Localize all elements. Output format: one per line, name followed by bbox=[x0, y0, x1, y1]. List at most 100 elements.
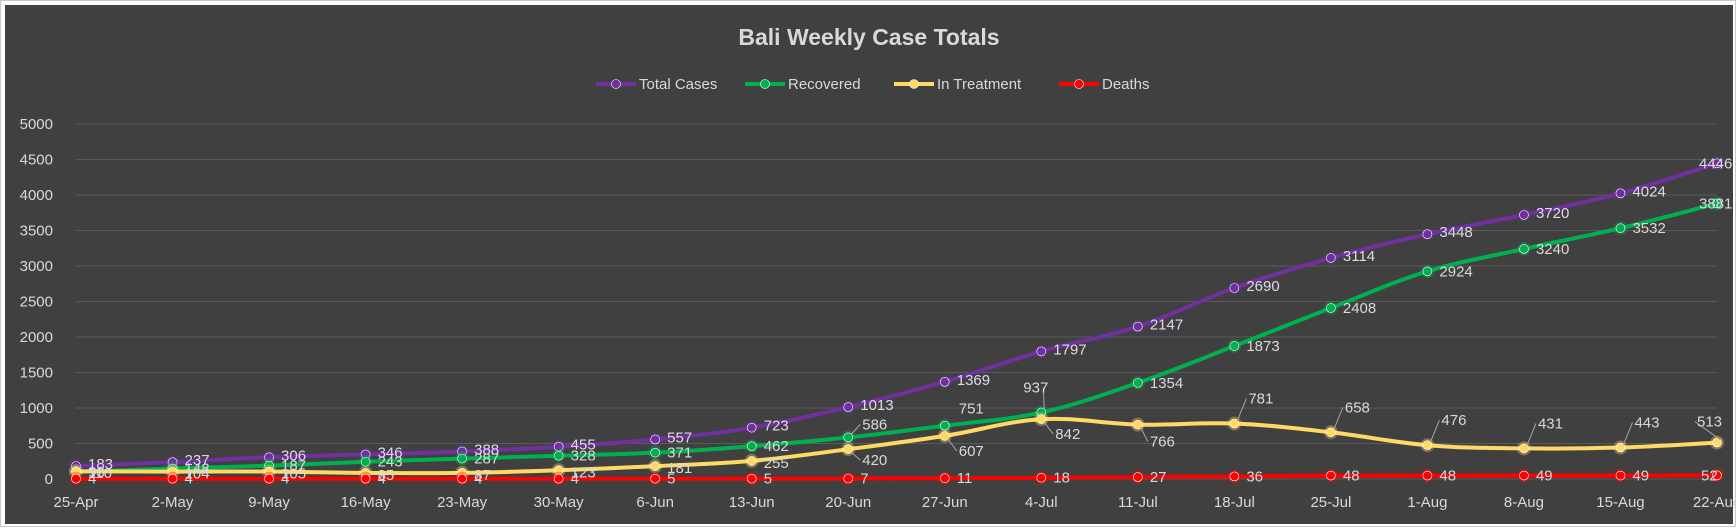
legend-swatch-marker-total-cases bbox=[611, 79, 621, 89]
leader-line bbox=[850, 451, 861, 461]
data-point-in-treatment bbox=[1615, 442, 1626, 453]
data-label-deaths: 5 bbox=[764, 471, 772, 488]
data-label-total-cases: 388 bbox=[474, 441, 499, 458]
data-point-in-treatment bbox=[1326, 427, 1336, 438]
data-label-in-treatment: 110 bbox=[88, 465, 112, 482]
data-point-recovered bbox=[746, 441, 757, 451]
data-label-in-treatment: 607 bbox=[959, 443, 984, 460]
data-label-in-treatment: 85 bbox=[378, 467, 395, 484]
data-label-total-cases: 4024 bbox=[1632, 183, 1665, 200]
data-label-total-cases: 306 bbox=[281, 447, 306, 464]
data-label-recovered: 1873 bbox=[1246, 338, 1279, 355]
data-label-in-treatment: 104 bbox=[185, 466, 210, 483]
x-tick-label: 15-Aug bbox=[1596, 494, 1644, 511]
leader-line bbox=[1333, 407, 1344, 430]
data-label-in-treatment: 181 bbox=[667, 460, 692, 477]
data-label-recovered: 2924 bbox=[1439, 263, 1472, 280]
x-tick-label: 6-Jun bbox=[636, 494, 674, 511]
data-label-deaths: 4 bbox=[571, 471, 579, 488]
legend-label-total-cases: Total Cases bbox=[639, 76, 717, 93]
data-point-deaths bbox=[1036, 472, 1047, 483]
data-point-deaths bbox=[1229, 471, 1240, 482]
data-point-total-cases bbox=[1712, 158, 1722, 169]
data-label-total-cases: 3720 bbox=[1536, 205, 1569, 222]
data-point-recovered bbox=[1712, 198, 1722, 209]
data-label-deaths: 4 bbox=[474, 471, 482, 488]
x-tick-label: 22-Aug bbox=[1693, 494, 1736, 511]
data-point-recovered bbox=[457, 453, 467, 464]
leader-line bbox=[1140, 427, 1149, 442]
data-point-total-cases bbox=[1615, 188, 1626, 199]
data-point-in-treatment bbox=[1133, 419, 1143, 430]
data-label-in-treatment: 781 bbox=[1248, 391, 1273, 408]
data-point-deaths bbox=[457, 473, 467, 484]
x-tick-label: 18-Jul bbox=[1214, 494, 1255, 511]
chart-title: Bali Weekly Case Totals bbox=[738, 24, 999, 50]
data-label-deaths: 4 bbox=[281, 471, 289, 488]
data-point-recovered bbox=[1422, 266, 1433, 277]
data-label-total-cases: 4446 bbox=[1699, 155, 1732, 172]
x-tick-label: 9-May bbox=[248, 494, 290, 511]
data-label-total-cases: 455 bbox=[571, 437, 596, 454]
x-tick-label: 8-Aug bbox=[1504, 494, 1544, 511]
x-tick-label: 20-Jun bbox=[825, 494, 871, 511]
y-tick-label: 4500 bbox=[20, 152, 53, 169]
leader-line bbox=[1623, 422, 1633, 445]
data-point-deaths bbox=[167, 473, 178, 484]
data-label-recovered: 3240 bbox=[1536, 241, 1569, 258]
data-label-recovered: 98 bbox=[88, 464, 105, 481]
data-point-total-cases bbox=[1422, 229, 1433, 239]
data-label-deaths: 48 bbox=[1343, 468, 1360, 485]
y-tick-label: 2500 bbox=[20, 294, 53, 311]
x-tick-label: 23-May bbox=[437, 494, 488, 511]
leader-line bbox=[1429, 420, 1440, 443]
x-tick-label: 13-Jun bbox=[729, 494, 775, 511]
data-label-in-treatment: 87 bbox=[474, 467, 491, 484]
data-label-in-treatment: 443 bbox=[1634, 415, 1659, 432]
data-point-total-cases bbox=[746, 422, 757, 433]
y-tick-label: 5000 bbox=[20, 116, 53, 133]
data-point-in-treatment bbox=[1036, 414, 1047, 425]
series-line-deaths bbox=[75, 473, 1718, 481]
data-label-total-cases: 557 bbox=[667, 429, 692, 446]
data-label-in-treatment: 105 bbox=[281, 466, 306, 483]
data-label-deaths: 5 bbox=[667, 471, 675, 488]
y-tick-label: 3500 bbox=[20, 223, 53, 240]
data-point-deaths bbox=[1326, 470, 1336, 481]
legend-label-in-treatment: In Treatment bbox=[937, 76, 1022, 93]
data-point-deaths bbox=[360, 473, 371, 484]
x-tick-label: 1-Aug bbox=[1407, 494, 1447, 511]
data-label-total-cases: 723 bbox=[764, 418, 789, 435]
leader-line bbox=[1236, 398, 1247, 421]
x-tick-label: 4-Jul bbox=[1025, 494, 1058, 511]
data-point-deaths bbox=[71, 473, 81, 484]
data-label-total-cases: 183 bbox=[88, 456, 113, 473]
data-label-total-cases: 237 bbox=[185, 452, 210, 469]
data-point-deaths bbox=[1422, 470, 1433, 481]
y-axis: 0 500 1000 1500 2000 2500 3000 3500 4000 4500 5000 bbox=[20, 116, 53, 488]
data-point-recovered bbox=[360, 456, 371, 467]
data-point-recovered bbox=[939, 420, 950, 431]
data-point-in-treatment bbox=[1519, 443, 1529, 454]
data-point-recovered bbox=[553, 450, 564, 461]
legend-swatch-marker-deaths bbox=[1074, 79, 1084, 89]
data-label-deaths: 4 bbox=[185, 471, 193, 488]
data-point-recovered bbox=[1326, 303, 1336, 313]
data-label-deaths: 18 bbox=[1053, 470, 1070, 487]
series-line-in-treatment bbox=[75, 416, 1718, 476]
data-point-in-treatment bbox=[939, 431, 950, 441]
data-labels: 183 237 306 346 388 455 5577231013136917972147… bbox=[88, 155, 1732, 487]
x-tick-label: 11-Jul bbox=[1118, 494, 1158, 511]
data-point-total-cases bbox=[650, 434, 660, 445]
data-label-in-treatment: 123 bbox=[571, 464, 596, 481]
data-point-deaths bbox=[1133, 472, 1143, 482]
data-label-in-treatment: 513 bbox=[1697, 414, 1722, 431]
leader-line bbox=[1526, 423, 1537, 446]
y-tick-label: 1500 bbox=[20, 365, 53, 382]
data-point-recovered bbox=[650, 447, 660, 458]
data-label-in-treatment: 255 bbox=[764, 455, 789, 472]
leader-line bbox=[1042, 387, 1045, 410]
data-label-recovered: 187 bbox=[281, 458, 306, 475]
y-tick-label: 0 bbox=[45, 471, 53, 488]
